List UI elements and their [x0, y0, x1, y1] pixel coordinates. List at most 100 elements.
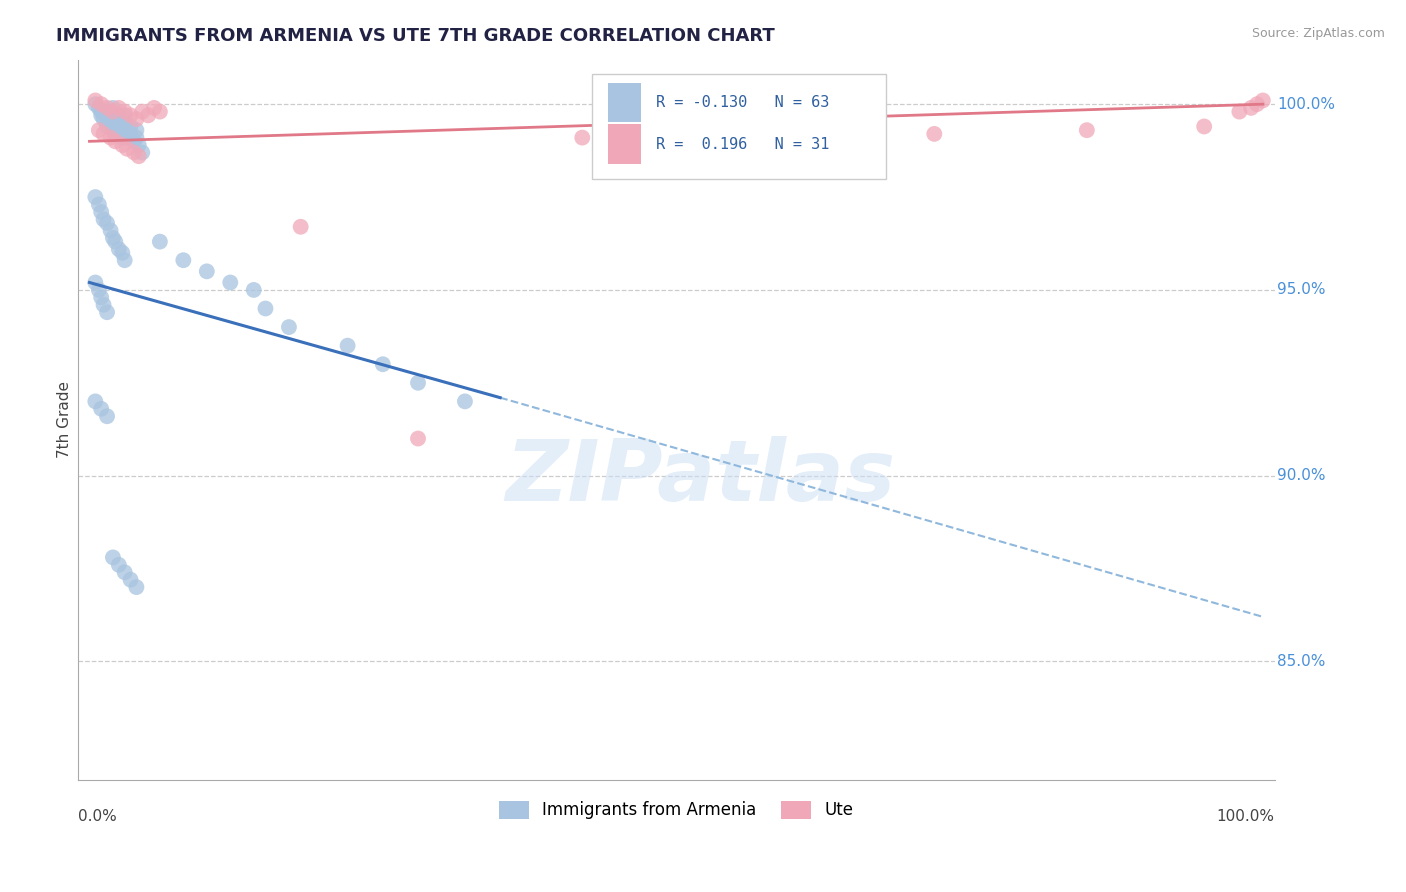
- Point: [406, 376, 429, 390]
- Point: [84, 97, 107, 112]
- Text: 85.0%: 85.0%: [1277, 654, 1326, 669]
- Point: [131, 104, 153, 119]
- Point: [96, 409, 118, 424]
- Point: [104, 235, 127, 249]
- Point: [101, 116, 124, 130]
- Point: [125, 123, 148, 137]
- Point: [104, 127, 127, 141]
- Point: [1227, 104, 1250, 119]
- Point: [114, 123, 136, 137]
- Point: [371, 357, 394, 371]
- Point: [93, 127, 115, 141]
- Point: [96, 112, 118, 126]
- Point: [114, 104, 136, 119]
- Point: [111, 245, 134, 260]
- Bar: [607, 83, 641, 122]
- Point: [93, 212, 115, 227]
- Point: [93, 112, 115, 126]
- Point: [84, 94, 107, 108]
- Point: [125, 130, 148, 145]
- Point: [759, 130, 782, 145]
- Point: [125, 580, 148, 594]
- Point: [100, 130, 122, 145]
- Point: [120, 120, 142, 134]
- Point: [1192, 120, 1215, 134]
- Text: 90.0%: 90.0%: [1277, 468, 1326, 483]
- Point: [336, 339, 359, 353]
- Point: [101, 108, 124, 122]
- Point: [84, 394, 107, 409]
- Point: [114, 566, 136, 580]
- Point: [101, 104, 124, 119]
- Point: [1246, 97, 1268, 112]
- Point: [84, 190, 107, 204]
- Point: [406, 432, 429, 446]
- Text: IMMIGRANTS FROM ARMENIA VS UTE 7TH GRADE CORRELATION CHART: IMMIGRANTS FROM ARMENIA VS UTE 7TH GRADE…: [56, 27, 775, 45]
- Point: [107, 242, 129, 256]
- Point: [101, 101, 124, 115]
- Text: 100.0%: 100.0%: [1216, 809, 1275, 824]
- Point: [90, 205, 112, 219]
- Point: [87, 101, 110, 115]
- Text: R =  0.196   N = 31: R = 0.196 N = 31: [655, 136, 830, 152]
- Point: [90, 401, 112, 416]
- Point: [90, 290, 112, 304]
- Point: [254, 301, 277, 316]
- Point: [90, 97, 112, 112]
- Point: [115, 130, 138, 145]
- Point: [96, 101, 118, 115]
- Point: [571, 130, 593, 145]
- Point: [107, 101, 129, 115]
- Point: [96, 216, 118, 230]
- Point: [87, 197, 110, 211]
- Point: [278, 320, 301, 334]
- Point: [101, 123, 124, 137]
- Point: [114, 253, 136, 268]
- Point: [143, 101, 166, 115]
- Point: [115, 142, 138, 156]
- Point: [122, 134, 145, 148]
- Text: Source: ZipAtlas.com: Source: ZipAtlas.com: [1251, 27, 1385, 40]
- Text: 0.0%: 0.0%: [77, 809, 117, 824]
- Point: [111, 130, 134, 145]
- Point: [87, 283, 110, 297]
- Point: [107, 116, 129, 130]
- Point: [96, 104, 118, 119]
- Point: [101, 550, 124, 565]
- Point: [136, 108, 159, 122]
- Point: [100, 223, 122, 237]
- Point: [149, 104, 172, 119]
- Bar: [607, 125, 641, 164]
- Point: [122, 145, 145, 160]
- Point: [149, 235, 172, 249]
- Point: [107, 558, 129, 572]
- Point: [84, 276, 107, 290]
- Point: [172, 253, 194, 268]
- Text: ZIPatlas: ZIPatlas: [505, 436, 896, 519]
- Point: [114, 116, 136, 130]
- Point: [90, 108, 112, 122]
- Point: [195, 264, 218, 278]
- Text: 100.0%: 100.0%: [1277, 96, 1334, 112]
- Point: [93, 298, 115, 312]
- Point: [90, 104, 112, 119]
- Point: [128, 138, 150, 153]
- Point: [1240, 101, 1263, 115]
- Point: [101, 231, 124, 245]
- Point: [125, 112, 148, 126]
- Point: [120, 127, 142, 141]
- Point: [120, 573, 142, 587]
- Point: [290, 219, 312, 234]
- Text: 95.0%: 95.0%: [1277, 283, 1326, 297]
- Point: [454, 394, 477, 409]
- Point: [219, 276, 242, 290]
- Point: [96, 120, 118, 134]
- Point: [131, 145, 153, 160]
- Point: [1251, 94, 1274, 108]
- Point: [107, 123, 129, 137]
- Point: [87, 123, 110, 137]
- Point: [96, 305, 118, 319]
- Point: [128, 149, 150, 163]
- Point: [111, 138, 134, 153]
- Text: R = -0.130   N = 63: R = -0.130 N = 63: [655, 95, 830, 110]
